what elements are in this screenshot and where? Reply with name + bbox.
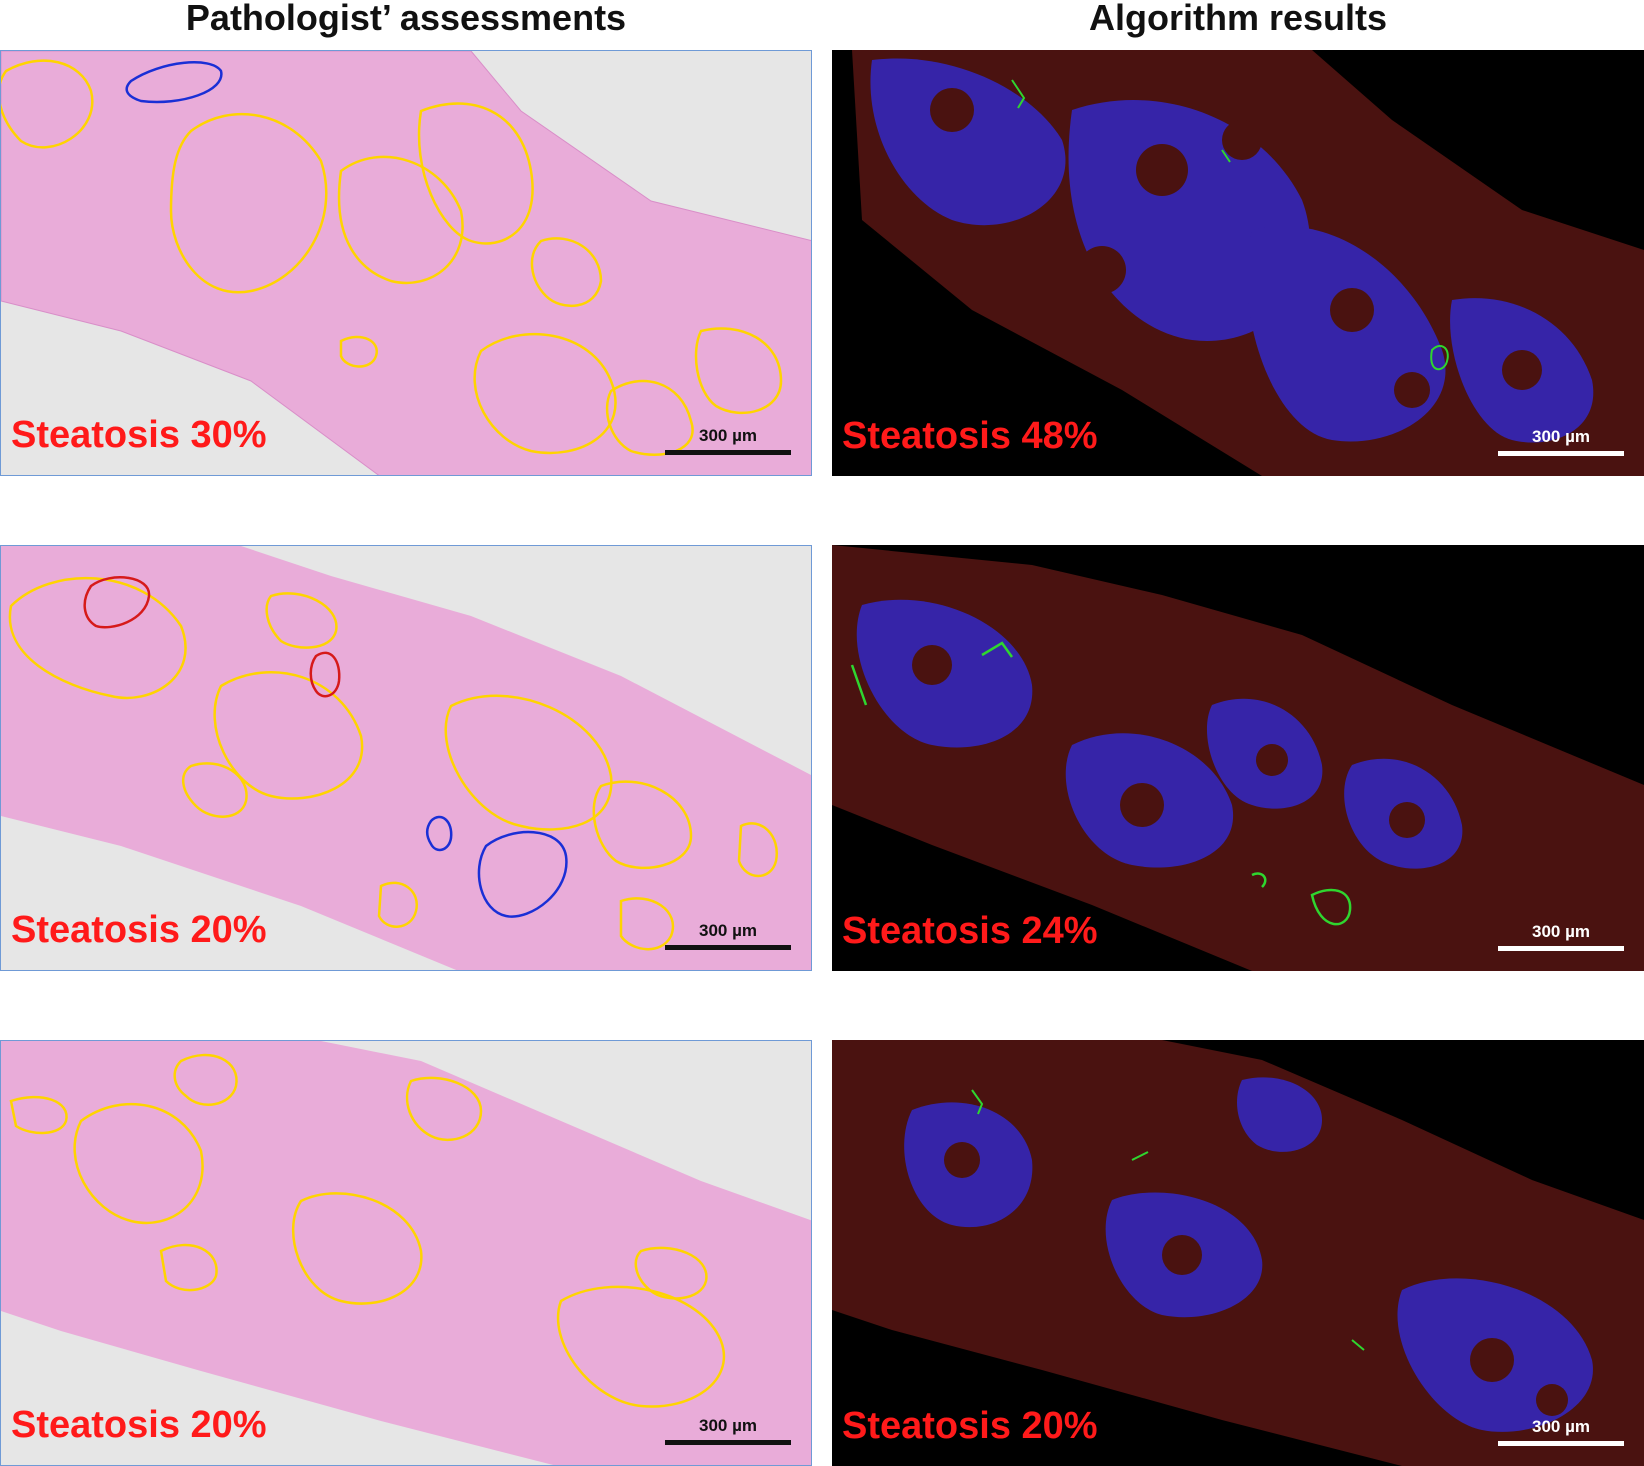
scale-label: 300 µm <box>1532 1417 1590 1436</box>
scale-bar: 300 µm <box>665 921 791 950</box>
scale-line <box>1498 1441 1624 1446</box>
pathologist-assessments-header: Pathologist’ assessments <box>185 0 627 38</box>
algorithm-panel-3: Steatosis 20% 300 µm <box>832 1040 1644 1466</box>
scale-label: 300 µm <box>699 426 757 445</box>
scale-label: 300 µm <box>699 921 757 940</box>
algorithm-results-header: Algorithm results <box>1088 0 1388 38</box>
scale-line <box>1498 946 1624 951</box>
scale-label: 300 µm <box>1532 922 1590 941</box>
steatosis-label: Steatosis 30% <box>11 414 267 456</box>
fluorescence-image-2 <box>832 545 1644 971</box>
steatosis-label: Steatosis 48% <box>842 415 1098 457</box>
scale-bar: 300 µm <box>665 1416 791 1445</box>
algorithm-panel-2: Steatosis 24% 300 µm <box>832 545 1644 971</box>
scale-bar: 300 µm <box>1498 427 1624 456</box>
scale-bar: 300 µm <box>1498 1417 1624 1446</box>
he-histology-image-3 <box>1 1041 811 1465</box>
he-histology-image-1 <box>1 51 811 475</box>
fluorescence-image-3 <box>832 1040 1644 1466</box>
steatosis-label: Steatosis 20% <box>11 1404 267 1446</box>
algorithm-panel-1: Steatosis 48% 300 µm <box>832 50 1644 476</box>
scale-line <box>665 945 791 950</box>
steatosis-label: Steatosis 20% <box>11 909 267 951</box>
scale-line <box>1498 451 1624 456</box>
pathologist-panel-1: Steatosis 30% 300 µm <box>0 50 812 476</box>
scale-line <box>665 1440 791 1445</box>
scale-bar: 300 µm <box>1498 922 1624 951</box>
pathologist-panel-3: Steatosis 20% 300 µm <box>0 1040 812 1466</box>
steatosis-label: Steatosis 24% <box>842 910 1098 952</box>
steatosis-label: Steatosis 20% <box>842 1405 1098 1447</box>
scale-bar: 300 µm <box>665 426 791 455</box>
pathologist-panel-2: Steatosis 20% 300 µm <box>0 545 812 971</box>
scale-line <box>665 450 791 455</box>
scale-label: 300 µm <box>699 1416 757 1435</box>
he-histology-image-2 <box>1 546 811 970</box>
scale-label: 300 µm <box>1532 427 1590 446</box>
fluorescence-image-1 <box>852 50 1644 476</box>
